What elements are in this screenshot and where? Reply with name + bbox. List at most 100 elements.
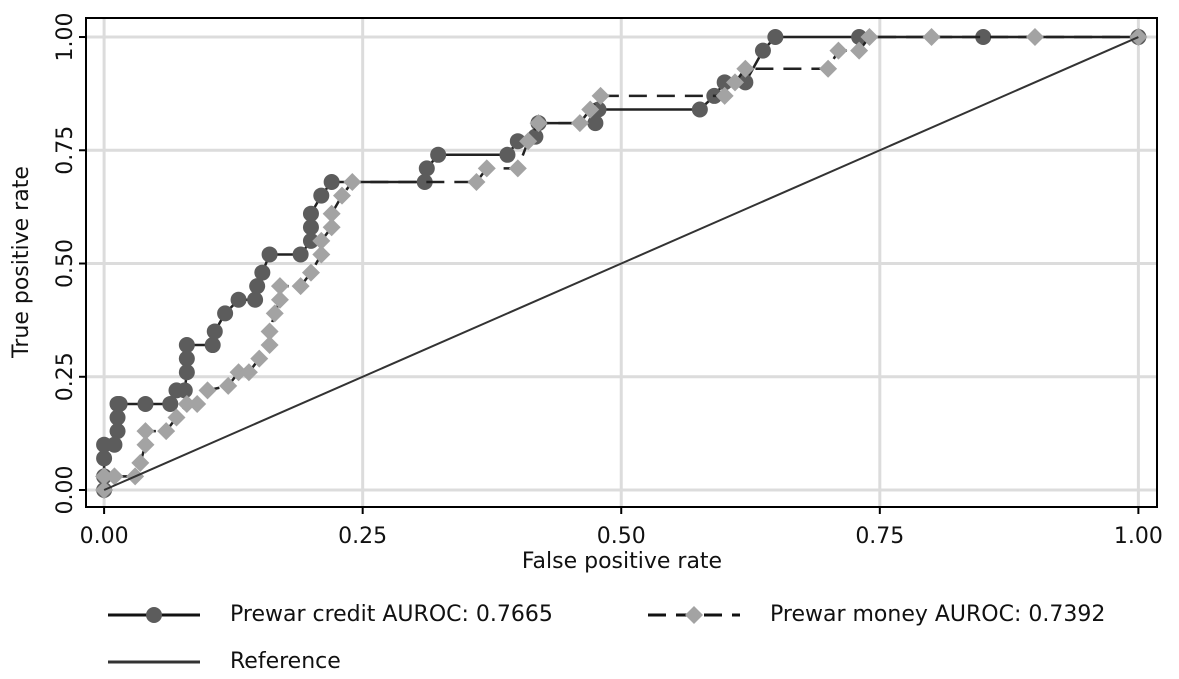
marker <box>508 159 527 178</box>
y-tick-label: 0.00 <box>53 466 78 515</box>
marker <box>829 41 848 60</box>
y-tick-label: 0.50 <box>53 239 78 288</box>
marker <box>162 395 179 412</box>
marker <box>176 382 193 399</box>
marker <box>819 59 838 78</box>
x-tick-label: 1.00 <box>1114 524 1163 549</box>
y-tick-label: 0.25 <box>53 352 78 401</box>
marker <box>291 277 310 296</box>
marker <box>715 86 734 105</box>
marker <box>198 381 217 400</box>
marker <box>430 146 447 163</box>
marker <box>95 467 114 486</box>
marker <box>177 394 196 413</box>
marker <box>851 29 868 46</box>
marker <box>178 350 195 367</box>
marker <box>509 133 526 150</box>
marker <box>716 74 733 91</box>
marker <box>323 173 340 190</box>
marker <box>137 395 154 412</box>
legend-label: Prewar credit AUROC: 0.7665 <box>230 602 553 627</box>
marker <box>922 28 941 47</box>
marker <box>106 436 123 453</box>
marker <box>736 59 755 78</box>
legend-marker <box>146 607 162 623</box>
legend-label: Prewar money AUROC: 0.7392 <box>770 602 1105 627</box>
marker <box>302 205 319 222</box>
marker <box>204 337 221 354</box>
marker <box>587 115 604 132</box>
marker <box>206 323 223 340</box>
marker <box>260 322 279 341</box>
marker <box>581 100 600 119</box>
marker <box>136 435 155 454</box>
marker <box>416 173 433 190</box>
marker <box>301 263 320 282</box>
marker <box>247 291 264 308</box>
x-axis-label: False positive rate <box>522 549 722 574</box>
marker <box>467 172 486 191</box>
marker <box>217 305 234 322</box>
marker <box>109 423 126 440</box>
x-tick-label: 0.75 <box>855 524 904 549</box>
marker <box>178 337 195 354</box>
marker <box>850 41 869 60</box>
y-tick-label: 0.75 <box>53 126 78 175</box>
marker <box>519 132 538 151</box>
marker <box>302 232 319 249</box>
marker <box>270 277 289 296</box>
x-tick-label: 0.25 <box>338 524 387 549</box>
marker <box>111 395 128 412</box>
marker <box>167 408 186 427</box>
marker <box>265 304 284 323</box>
x-tick-label: 0.50 <box>597 524 646 549</box>
marker <box>249 278 266 295</box>
marker <box>312 245 331 264</box>
y-tick-label: 1.00 <box>53 13 78 62</box>
marker <box>239 363 258 382</box>
marker <box>188 394 207 413</box>
marker <box>219 376 238 395</box>
marker <box>270 290 289 309</box>
marker <box>726 73 745 92</box>
x-tick-label: 0.00 <box>80 524 129 549</box>
marker <box>229 363 248 382</box>
marker <box>254 264 271 281</box>
marker <box>322 218 341 237</box>
marker <box>105 467 124 486</box>
marker <box>767 29 784 46</box>
marker <box>975 29 992 46</box>
legend-label: Reference <box>230 649 341 674</box>
marker <box>131 453 150 472</box>
plot-frame <box>85 17 1158 508</box>
marker <box>302 219 319 236</box>
series-line <box>103 36 1139 491</box>
marker <box>312 231 331 250</box>
marker <box>261 246 278 263</box>
marker <box>322 204 341 223</box>
marker <box>499 146 516 163</box>
marker <box>332 186 351 205</box>
marker <box>292 246 309 263</box>
marker <box>591 86 610 105</box>
marker <box>230 291 247 308</box>
marker <box>178 364 195 381</box>
marker <box>737 74 754 91</box>
marker <box>157 422 176 441</box>
marker <box>250 349 269 368</box>
marker <box>109 409 126 426</box>
marker <box>343 172 362 191</box>
marker <box>860 28 879 47</box>
y-axis-label: True positive rate <box>9 166 34 359</box>
marker <box>260 336 279 355</box>
marker <box>136 422 155 441</box>
marker <box>691 101 708 118</box>
legend-marker <box>685 606 703 624</box>
marker <box>313 187 330 204</box>
marker <box>418 160 435 177</box>
marker <box>754 42 771 59</box>
marker <box>529 114 548 133</box>
marker <box>477 159 496 178</box>
